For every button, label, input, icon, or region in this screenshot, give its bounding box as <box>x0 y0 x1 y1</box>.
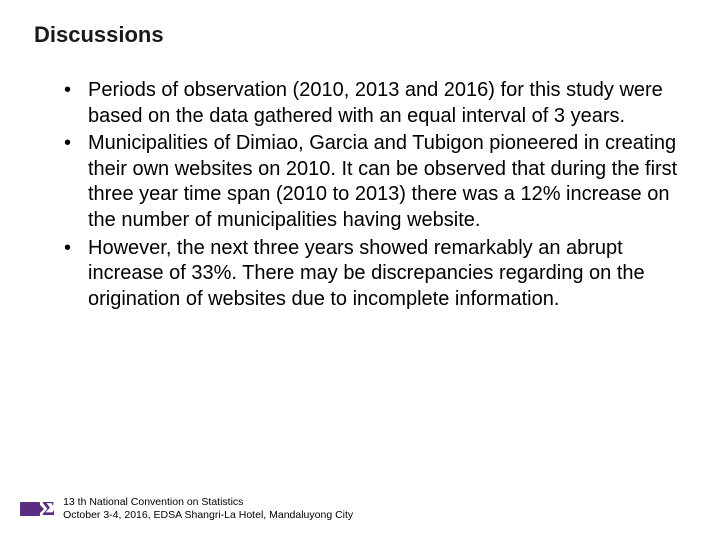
bullet-list: Periods of observation (2010, 2013 and 2… <box>34 78 686 312</box>
bullet-item: Periods of observation (2010, 2013 and 2… <box>64 78 686 129</box>
bullet-item: However, the next three years showed rem… <box>64 236 686 313</box>
slide-title: Discussions <box>34 22 686 48</box>
footer-line-2: October 3-4, 2016, EDSA Shangri-La Hotel… <box>63 509 353 522</box>
slide-container: Discussions Periods of observation (2010… <box>0 0 720 540</box>
bullet-item: Municipalities of Dimiao, Garcia and Tub… <box>64 131 686 233</box>
footer-text: 13 th National Convention on Statistics … <box>63 496 353 522</box>
logo-arrow-icon <box>20 502 40 516</box>
footer-logo: Σ <box>20 499 55 519</box>
footer-line-1: 13 th National Convention on Statistics <box>63 496 353 509</box>
slide-footer: Σ 13 th National Convention on Statistic… <box>20 496 353 522</box>
